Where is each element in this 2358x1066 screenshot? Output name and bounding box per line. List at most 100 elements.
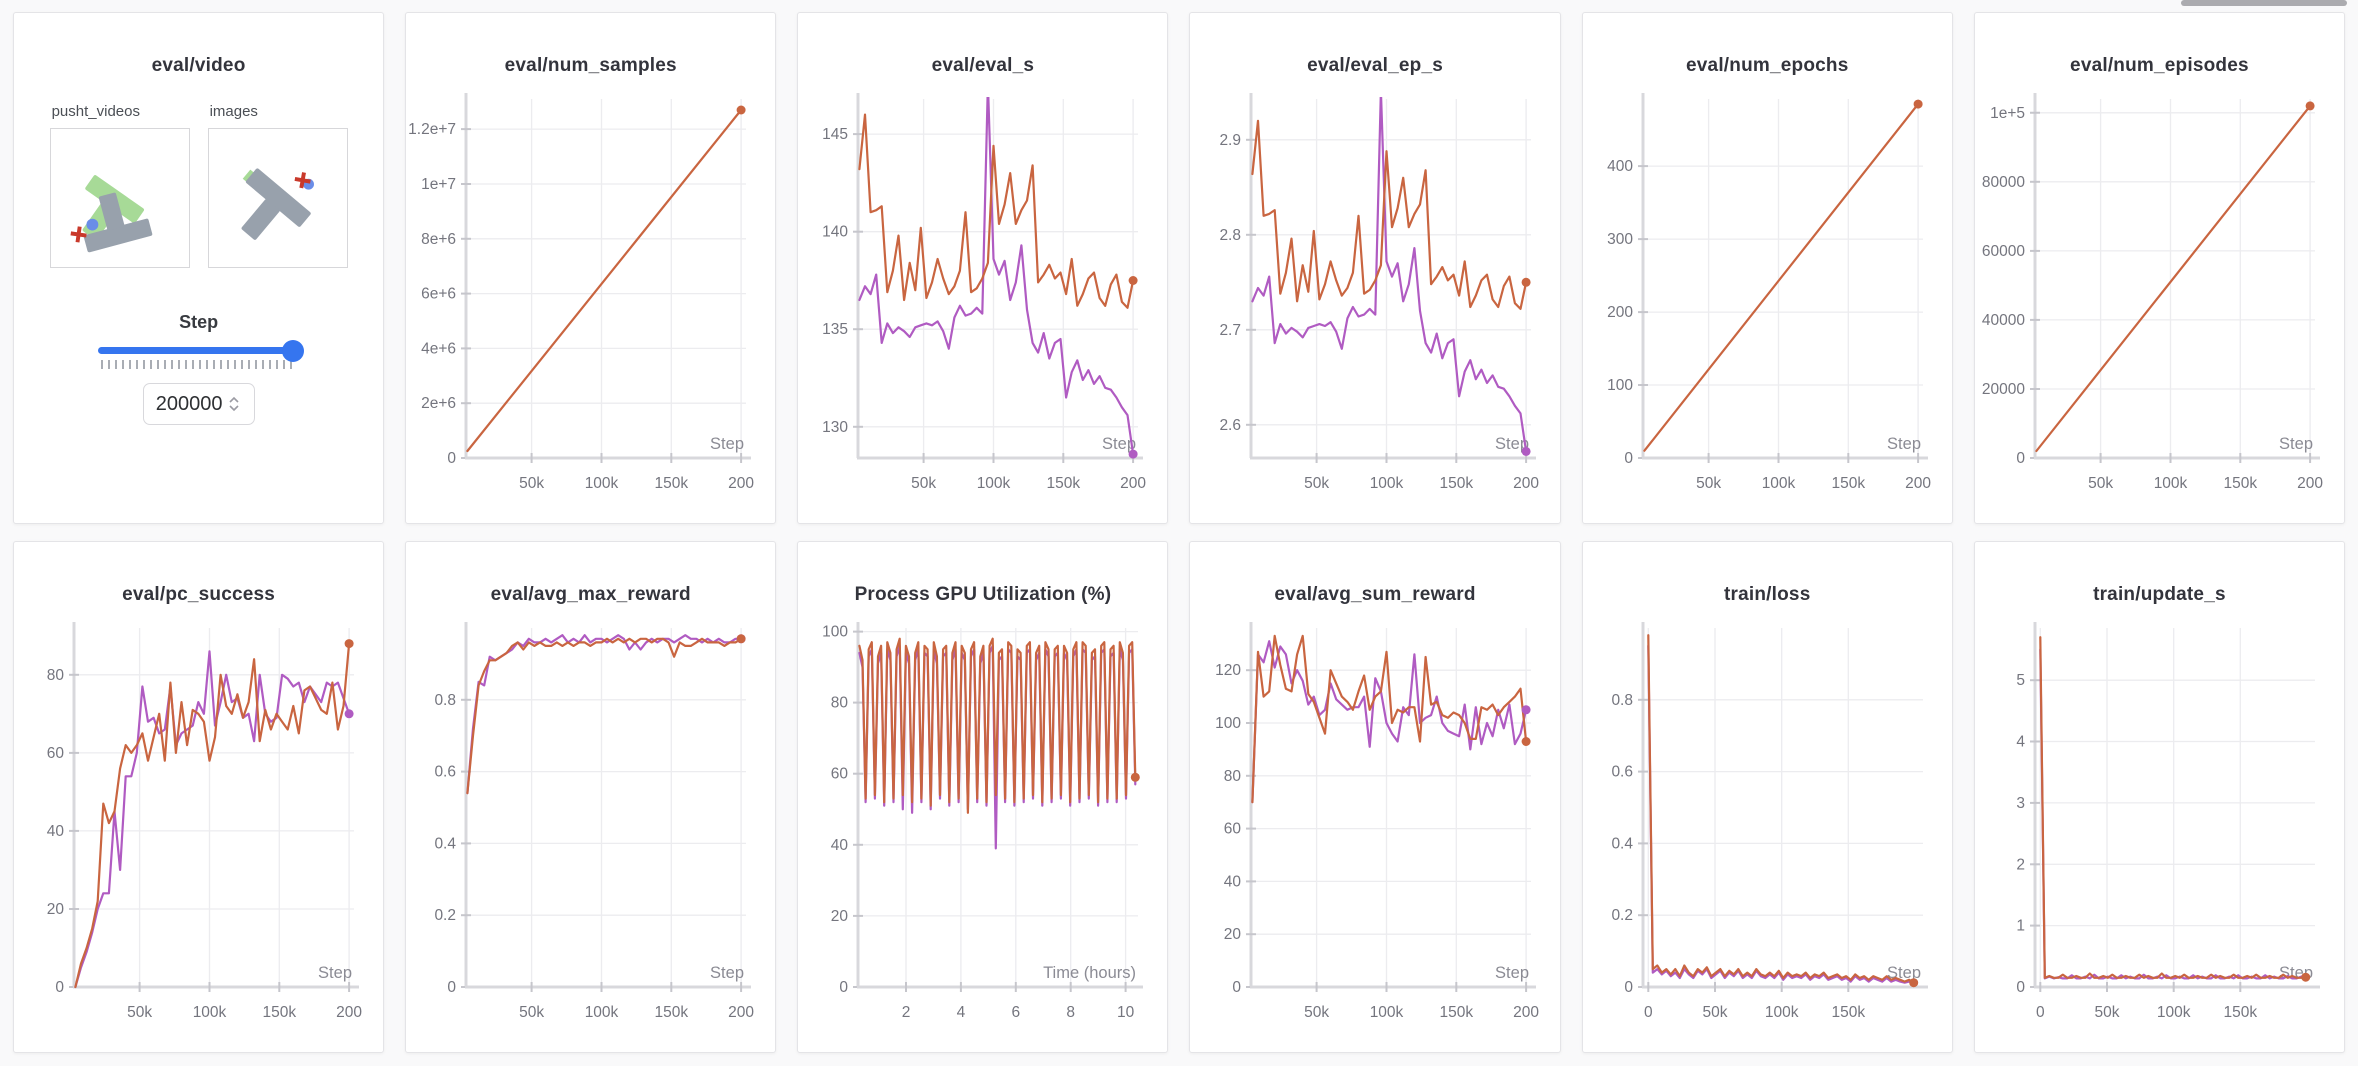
svg-text:40: 40	[1223, 873, 1241, 890]
chart-panel-eval-avg-max-reward[interactable]: eval/avg_max_reward 0 0.2 0.4 0.6 0.8 50k 100k 1…	[405, 541, 777, 1053]
svg-text:0: 0	[1644, 1004, 1653, 1021]
gridlines	[1250, 628, 1531, 987]
chart-panel-process-gpu-utilization[interactable]: Process GPU Utilization (%) 0 20 40 60 80 100 2…	[797, 541, 1169, 1053]
svg-text:100k: 100k	[193, 1004, 227, 1021]
media-row: pusht_videos	[14, 103, 383, 268]
svg-text:8e+6: 8e+6	[421, 231, 456, 248]
svg-text:1: 1	[2016, 918, 2025, 935]
chart-panel-eval-num-episodes[interactable]: eval/num_episodes 0 20000 40000 60000 80000 1e…	[1973, 12, 2345, 524]
agent-dot	[86, 218, 98, 231]
svg-text:150k: 150k	[1439, 475, 1473, 492]
chart-title: train/loss	[1724, 584, 1811, 605]
horizontal-scrollbar[interactable]	[2181, 0, 2347, 6]
x-axis-label: Step	[710, 964, 744, 982]
end-point-marker-orange	[1913, 99, 1923, 109]
step-slider[interactable]	[97, 339, 304, 369]
slider-thumb[interactable]	[281, 339, 304, 362]
series-line-orange	[1250, 119, 1527, 310]
svg-text:10: 10	[1117, 1004, 1135, 1021]
gridlines	[466, 628, 747, 987]
step-input[interactable]: 200000	[142, 383, 255, 425]
end-point-marker-orange	[1908, 978, 1918, 988]
gridlines	[466, 99, 747, 458]
chart-canvas-eval-num-episodes[interactable]: 0 20000 40000 60000 80000 1e+5 50k 100k 150k 200 S…	[1975, 83, 2344, 513]
svg-text:100k: 100k	[585, 1004, 619, 1021]
x-axis: 50k 100k 150k 200 Step	[1249, 964, 1539, 1021]
chart-panel-eval-eval-ep-s[interactable]: eval/eval_ep_s 2.6 2.7 2.8 2.9 50k 100k 150k 200…	[1189, 12, 1561, 524]
x-axis-label: Step	[1887, 435, 1921, 453]
svg-text:100k: 100k	[1765, 1004, 1799, 1021]
svg-text:2e+6: 2e+6	[421, 395, 456, 412]
chart-panel-eval-eval-s[interactable]: eval/eval_s 130 135 140 145 50k 100k 150k 200 Ste…	[797, 12, 1169, 524]
svg-text:0.2: 0.2	[1611, 907, 1633, 924]
end-point-marker-orange	[2301, 972, 2311, 982]
chart-title: eval/num_episodes	[2070, 55, 2249, 76]
svg-text:20: 20	[47, 901, 65, 918]
chart-title: Process GPU Utilization (%)	[854, 584, 1112, 605]
chart-panel-eval-pc-success[interactable]: eval/pc_success 0 20 40 60 80 50k 100k 150k 200 St…	[13, 541, 385, 1053]
series-line-orange	[858, 637, 1137, 814]
chart-canvas-eval-avg-sum-reward[interactable]: 0 20 40 60 80 100 120 50k 100k 150k 200 Step	[1191, 612, 1560, 1042]
end-point-marker-purple	[1521, 446, 1531, 456]
media-item-pusht-videos: pusht_videos	[49, 103, 190, 268]
chart-panel-train-loss[interactable]: train/loss 0 0.2 0.4 0.6 0.8 0 50k 100k 150k Step	[1581, 541, 1953, 1053]
svg-text:50k: 50k	[127, 1004, 152, 1021]
svg-text:120: 120	[1215, 662, 1241, 679]
chart-panel-eval-num-samples[interactable]: eval/num_samples 0 2e+6 4e+6 6e+6 8e+6 1e+7 1.2…	[405, 12, 777, 524]
chart-canvas-eval-pc-success[interactable]: 0 20 40 60 80 50k 100k 150k 200 Step	[14, 612, 383, 1042]
svg-text:100k: 100k	[1369, 475, 1403, 492]
end-point-marker-purple	[344, 709, 354, 719]
chevron-down-icon	[229, 405, 240, 412]
svg-text:200: 200	[1121, 475, 1147, 492]
svg-text:150k: 150k	[655, 1004, 689, 1021]
svg-text:100k: 100k	[2154, 475, 2188, 492]
gridlines	[1642, 628, 1923, 987]
chart-panel-eval-avg-sum-reward[interactable]: eval/avg_sum_reward 0 20 40 60 80 100 120 50k 100…	[1189, 541, 1561, 1053]
svg-text:2.6: 2.6	[1219, 417, 1241, 434]
svg-text:2: 2	[2016, 856, 2025, 873]
chart-title: eval/eval_ep_s	[1307, 55, 1444, 76]
end-point-marker-orange	[344, 639, 354, 649]
goal-cross-icon	[294, 172, 311, 189]
chart-title: eval/avg_sum_reward	[1274, 584, 1476, 605]
chart-canvas-eval-num-epochs[interactable]: 0 100 200 300 400 50k 100k 150k 200 Step	[1583, 83, 1952, 513]
stepper-arrows[interactable]	[227, 394, 241, 414]
media-label-images: images	[209, 103, 258, 120]
svg-text:100: 100	[1215, 715, 1241, 732]
series-line-orange	[466, 108, 743, 453]
series-line-orange	[1646, 634, 1915, 984]
chart-title: eval/num_epochs	[1686, 55, 1849, 76]
x-axis-label: Time (hours)	[1044, 964, 1137, 982]
series-line-orange	[1250, 634, 1527, 804]
series-line-purple	[2039, 648, 2307, 980]
chart-canvas-eval-num-samples[interactable]: 0 2e+6 4e+6 6e+6 8e+6 1e+7 1.2e+7 50k 100k 150k 20…	[406, 83, 775, 513]
svg-text:135: 135	[823, 321, 849, 338]
svg-text:100: 100	[1607, 377, 1633, 394]
svg-text:0.8: 0.8	[1611, 692, 1633, 709]
chart-canvas-eval-eval-s[interactable]: 130 135 140 145 50k 100k 150k 200 Step	[798, 83, 1167, 513]
gridlines	[1642, 99, 1923, 458]
media-panel-eval-video[interactable]: eval/video pusht_videos	[13, 12, 385, 524]
series-line-purple	[1250, 640, 1527, 804]
svg-text:100k: 100k	[585, 475, 619, 492]
chart-panel-train-update-s[interactable]: train/update_s 0 1 2 3 4 5 0 50k 100k 150k Step	[1973, 541, 2345, 1053]
pusht-video-thumbnail[interactable]	[49, 128, 190, 268]
svg-text:200: 200	[1513, 475, 1539, 492]
svg-text:0.6: 0.6	[435, 764, 457, 781]
series-line-purple	[1250, 97, 1527, 453]
end-point-marker-purple	[1521, 705, 1531, 715]
svg-text:60: 60	[831, 766, 849, 783]
svg-text:50k: 50k	[1304, 1004, 1329, 1021]
x-axis: 2 4 6 8 10 Time (hours)	[857, 964, 1144, 1021]
svg-text:200: 200	[728, 1004, 754, 1021]
chart-canvas-eval-avg-max-reward[interactable]: 0 0.2 0.4 0.6 0.8 50k 100k 150k 200 Step	[406, 612, 775, 1042]
chart-panel-eval-num-epochs[interactable]: eval/num_epochs 0 100 200 300 400 50k 100k 150k 2…	[1581, 12, 1953, 524]
svg-text:1e+5: 1e+5	[1990, 105, 2025, 122]
chart-canvas-process-gpu-utilization[interactable]: 0 20 40 60 80 100 2 4 6 8 10 Time (hours)	[798, 612, 1167, 1042]
y-axis: 0 0.2 0.4 0.6 0.8	[1611, 622, 1648, 996]
images-thumbnail[interactable]	[207, 128, 348, 268]
chart-canvas-eval-eval-ep-s[interactable]: 2.6 2.7 2.8 2.9 50k 100k 150k 200 Step	[1191, 83, 1560, 513]
slider-track[interactable]	[97, 339, 304, 362]
